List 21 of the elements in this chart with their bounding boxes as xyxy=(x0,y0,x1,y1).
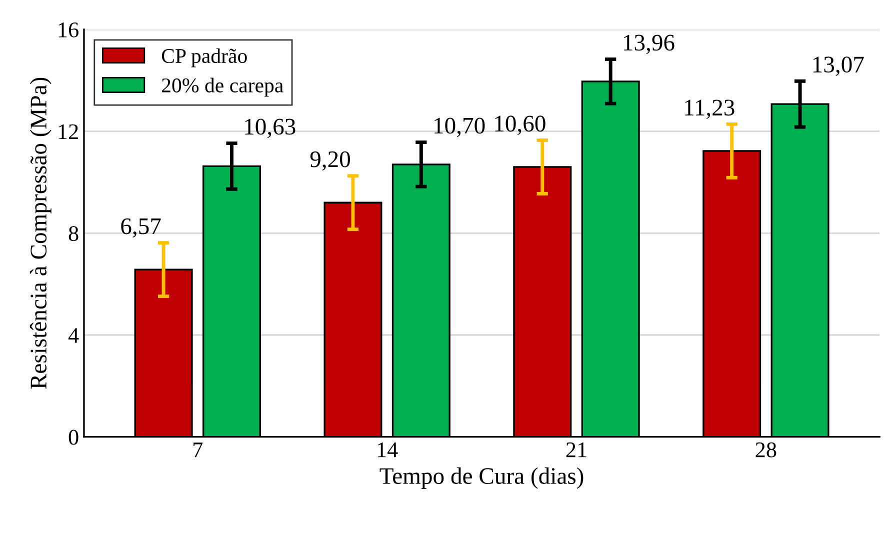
data-label: 10,70 xyxy=(434,118,485,138)
x-axis-title: Tempo de Cura (dias) xyxy=(380,467,584,489)
y-tick-label: 12 xyxy=(58,124,78,140)
y-tick-label: 8 xyxy=(68,226,78,242)
data-label: 6,57 xyxy=(121,218,161,238)
y-tick-label: 4 xyxy=(68,328,79,343)
data-label: 13,07 xyxy=(813,56,864,76)
x-tick-label: 14 xyxy=(378,442,398,458)
y-tick-label: 16 xyxy=(58,22,78,38)
data-label: 10,63 xyxy=(245,118,296,138)
legend-label: 20% de carepa xyxy=(162,78,284,97)
x-tick-label: 28 xyxy=(756,442,776,458)
data-label: 10,60 xyxy=(495,116,546,136)
data-label: 11,23 xyxy=(685,100,734,119)
x-tick-label: 7 xyxy=(194,442,203,458)
x-tick-label: 21 xyxy=(566,442,586,458)
data-label: 13,96 xyxy=(624,34,674,54)
legend-label: CP padrão xyxy=(162,48,247,68)
data-label: 9,20 xyxy=(310,151,350,171)
y-axis-title: Resistência à Compressão (MPa) xyxy=(30,78,52,389)
y-tick-label: 0 xyxy=(68,430,78,445)
